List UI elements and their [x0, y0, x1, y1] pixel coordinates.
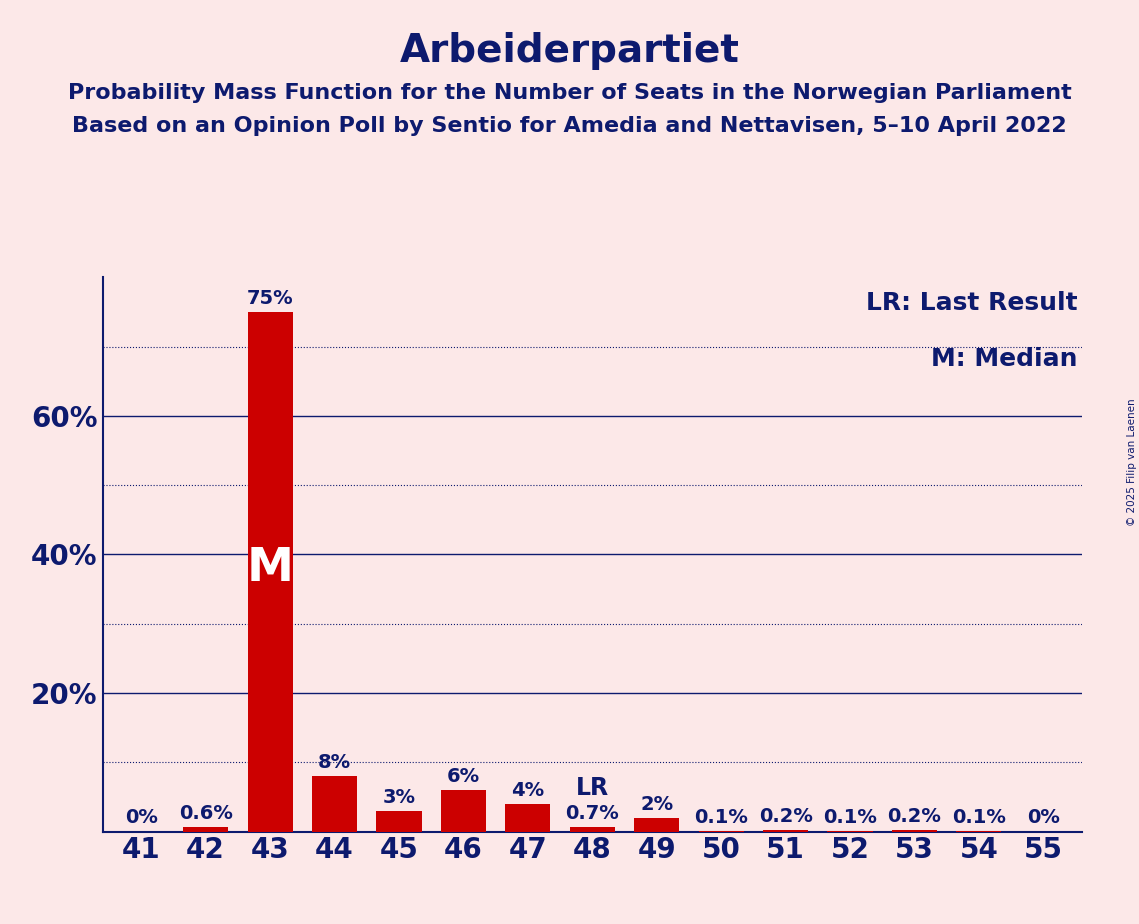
Text: 0%: 0% [125, 808, 157, 828]
Bar [892, 830, 937, 832]
Text: Arbeiderpartiet: Arbeiderpartiet [400, 32, 739, 70]
Text: LR: Last Result: LR: Last Result [866, 291, 1077, 315]
Text: 75%: 75% [247, 288, 294, 308]
Text: 2%: 2% [640, 795, 673, 813]
Text: 0.1%: 0.1% [695, 808, 748, 827]
Bar [247, 312, 293, 832]
Text: 8%: 8% [318, 753, 351, 772]
Text: 3%: 3% [383, 787, 416, 807]
Bar [763, 830, 809, 832]
Text: M: M [246, 546, 294, 590]
Text: 0.1%: 0.1% [823, 808, 877, 827]
Text: LR: LR [575, 776, 609, 800]
Text: 6%: 6% [446, 767, 480, 785]
Text: 0.2%: 0.2% [887, 807, 942, 826]
Bar [570, 827, 615, 832]
Bar [376, 811, 421, 832]
Text: 0.7%: 0.7% [565, 804, 620, 822]
Bar [312, 776, 357, 832]
Text: M: Median: M: Median [931, 346, 1077, 371]
Bar [183, 828, 228, 832]
Text: 4%: 4% [511, 781, 544, 799]
Text: Based on an Opinion Poll by Sentio for Amedia and Nettavisen, 5–10 April 2022: Based on an Opinion Poll by Sentio for A… [72, 116, 1067, 136]
Text: 0.6%: 0.6% [179, 804, 232, 823]
Text: 0.1%: 0.1% [952, 808, 1006, 827]
Bar [506, 804, 550, 832]
Text: © 2025 Filip van Laenen: © 2025 Filip van Laenen [1126, 398, 1137, 526]
Bar [441, 790, 486, 832]
Text: 0%: 0% [1027, 808, 1059, 828]
Text: Probability Mass Function for the Number of Seats in the Norwegian Parliament: Probability Mass Function for the Number… [67, 83, 1072, 103]
Bar [634, 818, 679, 832]
Text: 0.2%: 0.2% [759, 807, 812, 826]
